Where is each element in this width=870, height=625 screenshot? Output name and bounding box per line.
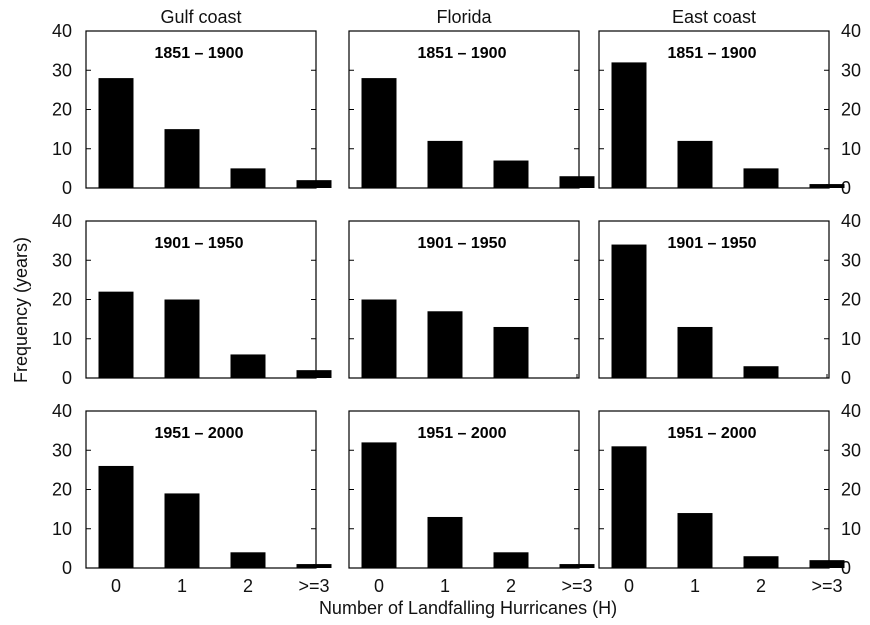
bar-2 xyxy=(743,366,779,378)
panel-period-title: 1951 – 2000 xyxy=(418,425,507,442)
bar-2 xyxy=(230,168,266,188)
y-tick-label: 10 xyxy=(841,329,861,349)
y-tick-label: 40 xyxy=(52,401,72,421)
panel-2-2: 1901 – 1950 xyxy=(348,220,580,379)
y-axis-label: Frequency (years) xyxy=(11,237,31,383)
panel-period-title: 1851 – 1900 xyxy=(155,45,244,62)
bar-1 xyxy=(677,140,713,188)
panel-period-title: 1951 – 2000 xyxy=(668,425,757,442)
y-tick-label: 0 xyxy=(841,558,851,578)
bar-0 xyxy=(361,299,397,378)
y-tick-label: 30 xyxy=(52,440,72,460)
y-tick-label: 20 xyxy=(841,100,861,120)
y-tick-label: 0 xyxy=(841,178,851,198)
y-tick-label: 20 xyxy=(841,290,861,310)
column-title: Gulf coast xyxy=(160,7,241,27)
x-axis-label: Number of Landfalling Hurricanes (H) xyxy=(319,598,617,618)
bar-0 xyxy=(361,442,397,568)
panel-1-1: 0 10 20 30 40 1851 – 1900 xyxy=(52,21,332,198)
y-tick-label: 10 xyxy=(52,329,72,349)
bar-0 xyxy=(611,244,647,378)
panel-1-2: 1851 – 1900 xyxy=(348,30,595,189)
bar-1 xyxy=(164,493,200,568)
bar-0 xyxy=(98,465,134,568)
bar-0 xyxy=(611,62,647,188)
y-tick-label: 0 xyxy=(62,178,72,198)
x-tick-label: 0 xyxy=(624,576,634,596)
x-tick-label: 0 xyxy=(374,576,384,596)
y-tick-label: 20 xyxy=(52,480,72,500)
panel-period-title: 1901 – 1950 xyxy=(668,235,757,252)
y-tick-label: 10 xyxy=(841,519,861,539)
bar-1 xyxy=(164,129,200,188)
y-tick-label: 0 xyxy=(841,368,851,388)
x-tick-label: 2 xyxy=(756,576,766,596)
panel-period-title: 1951 – 2000 xyxy=(155,425,244,442)
bar-0 xyxy=(361,78,397,188)
y-tick-label: 30 xyxy=(52,250,72,270)
panel-3-2: 1951 – 2000 0 1 2 >=3 xyxy=(348,410,595,596)
bar-2 xyxy=(493,326,529,378)
bar-0 xyxy=(98,291,134,378)
panel-1-3: 0 10 20 30 40 1851 – 1900 xyxy=(598,21,861,198)
column-title: Florida xyxy=(436,7,492,27)
x-tick-label: >=3 xyxy=(811,576,842,596)
panel-period-title: 1851 – 1900 xyxy=(668,45,757,62)
panel-period-title: 1851 – 1900 xyxy=(418,45,507,62)
panel-period-title: 1901 – 1950 xyxy=(418,235,507,252)
y-tick-label: 10 xyxy=(52,139,72,159)
y-tick-label: 30 xyxy=(841,440,861,460)
bar-0 xyxy=(98,78,134,188)
y-tick-label: 40 xyxy=(52,21,72,41)
bar-1 xyxy=(164,299,200,378)
bar-1 xyxy=(677,326,713,378)
bar-1 xyxy=(427,140,463,188)
x-tick-label: 1 xyxy=(690,576,700,596)
bar-2 xyxy=(493,552,529,568)
y-tick-label: 0 xyxy=(62,368,72,388)
panel-grid: Gulf coast Florida East coast0102030401851… xyxy=(52,7,861,596)
y-tick-label: 40 xyxy=(841,401,861,421)
y-tick-label: 20 xyxy=(52,290,72,310)
panel-3-1: 0 10 20 30 40 1951 – 2000 0 1 2 >=3 xyxy=(52,401,332,596)
x-tick-label: 2 xyxy=(506,576,516,596)
y-tick-label: 0 xyxy=(62,558,72,578)
y-tick-label: 40 xyxy=(841,211,861,231)
bar-2 xyxy=(743,556,779,568)
panel-period-title: 1901 – 1950 xyxy=(155,235,244,252)
bar-2 xyxy=(230,552,266,568)
y-tick-label: 40 xyxy=(52,211,72,231)
x-tick-label: >=3 xyxy=(298,576,329,596)
y-tick-label: 10 xyxy=(841,139,861,159)
y-tick-label: 10 xyxy=(52,519,72,539)
bar-2 xyxy=(493,160,529,188)
panel-2-1: 0 10 20 30 40 1901 – 1950 xyxy=(52,211,332,388)
column-title: East coast xyxy=(672,7,756,27)
y-tick-label: 20 xyxy=(52,100,72,120)
bar-2 xyxy=(743,168,779,188)
x-tick-label: 0 xyxy=(111,576,121,596)
x-tick-label: 2 xyxy=(243,576,253,596)
panel-2-3: 0 10 20 30 40 1901 – 1950 xyxy=(598,211,861,388)
bar-ge3 xyxy=(559,176,595,188)
y-tick-label: 30 xyxy=(841,250,861,270)
bar-1 xyxy=(427,311,463,378)
y-tick-label: 30 xyxy=(841,60,861,80)
bar-1 xyxy=(427,516,463,568)
y-tick-label: 20 xyxy=(841,480,861,500)
x-tick-label: 1 xyxy=(440,576,450,596)
panel-3-3: 0 10 20 30 40 1951 – 2000 0 1 2 >=3 xyxy=(598,401,861,596)
x-tick-label: >=3 xyxy=(561,576,592,596)
y-tick-label: 30 xyxy=(52,60,72,80)
x-tick-label: 1 xyxy=(177,576,187,596)
bar-0 xyxy=(611,446,647,568)
y-tick-label: 40 xyxy=(841,21,861,41)
bar-2 xyxy=(230,354,266,378)
bar-1 xyxy=(677,513,713,568)
